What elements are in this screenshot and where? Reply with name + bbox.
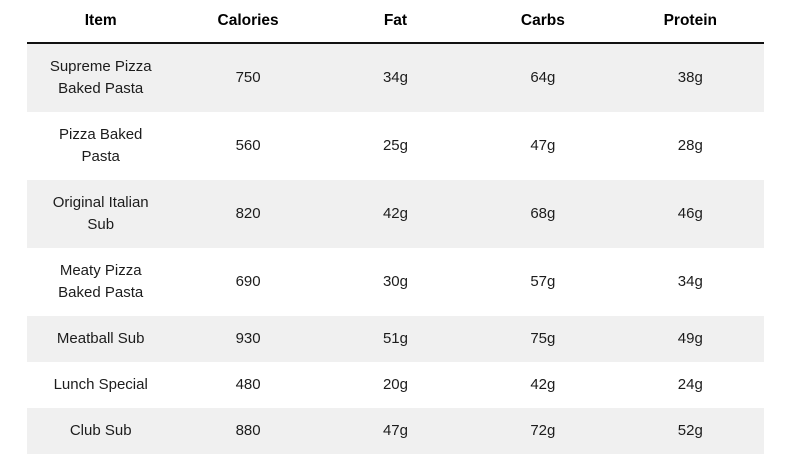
column-header-carbs: Carbs (469, 0, 617, 44)
item-cell: Meaty Pizza Baked Pasta (58, 262, 144, 301)
protein-cell: 52g (677, 422, 703, 439)
carbs-cell: 68g (530, 205, 556, 222)
item-cell: Club Sub (69, 422, 132, 439)
carbs-cell: 75g (530, 330, 556, 347)
calories-cell: 880 (235, 422, 261, 439)
protein-cell: 34g (677, 273, 703, 290)
fat-cell: 42g (382, 205, 408, 222)
column-header-item: Item (27, 0, 175, 44)
carbs-cell: 57g (530, 273, 556, 290)
table-row: Club Sub 880 47g 72g 52g (27, 408, 764, 454)
fat-cell: 20g (382, 376, 408, 393)
nutrition-table: Item Calories Fat Carbs Protein Supreme … (27, 0, 764, 454)
table-row: Pizza Baked Pasta 560 25g 47g 28g (27, 112, 764, 180)
item-cell: Lunch Special (53, 376, 148, 393)
table-row: Supreme Pizza Baked Pasta 750 34g 64g 38… (27, 43, 764, 112)
table-row: Meaty Pizza Baked Pasta 690 30g 57g 34g (27, 248, 764, 316)
calories-cell: 930 (235, 330, 261, 347)
carbs-cell: 64g (530, 69, 556, 86)
table-row: Original Italian Sub 820 42g 68g 46g (27, 180, 764, 248)
table-row: Meatball Sub 930 51g 75g 49g (27, 316, 764, 362)
carbs-cell: 42g (530, 376, 556, 393)
column-header-fat: Fat (321, 0, 470, 44)
protein-cell: 49g (677, 330, 703, 347)
fat-cell: 51g (382, 330, 408, 347)
item-cell: Pizza Baked Pasta (59, 126, 143, 165)
calories-cell: 690 (235, 273, 261, 290)
calories-cell: 750 (235, 69, 261, 86)
fat-cell: 47g (382, 422, 408, 439)
item-cell: Meatball Sub (56, 330, 145, 347)
protein-cell: 24g (677, 376, 703, 393)
column-header-protein: Protein (616, 0, 764, 44)
calories-cell: 480 (235, 376, 261, 393)
column-header-calories: Calories (174, 0, 322, 44)
carbs-cell: 72g (530, 422, 556, 439)
item-cell: Supreme Pizza Baked Pasta (49, 58, 152, 97)
table-row: Lunch Special 480 20g 42g 24g (27, 362, 764, 408)
fat-cell: 34g (382, 69, 408, 86)
item-cell: Original Italian Sub (52, 194, 149, 233)
protein-cell: 28g (677, 137, 703, 154)
protein-cell: 38g (677, 69, 703, 86)
fat-cell: 30g (382, 273, 408, 290)
calories-cell: 820 (235, 205, 261, 222)
header-row: Item Calories Fat Carbs Protein (27, 0, 764, 44)
fat-cell: 25g (382, 137, 408, 154)
carbs-cell: 47g (530, 137, 556, 154)
calories-cell: 560 (235, 137, 261, 154)
protein-cell: 46g (677, 205, 703, 222)
